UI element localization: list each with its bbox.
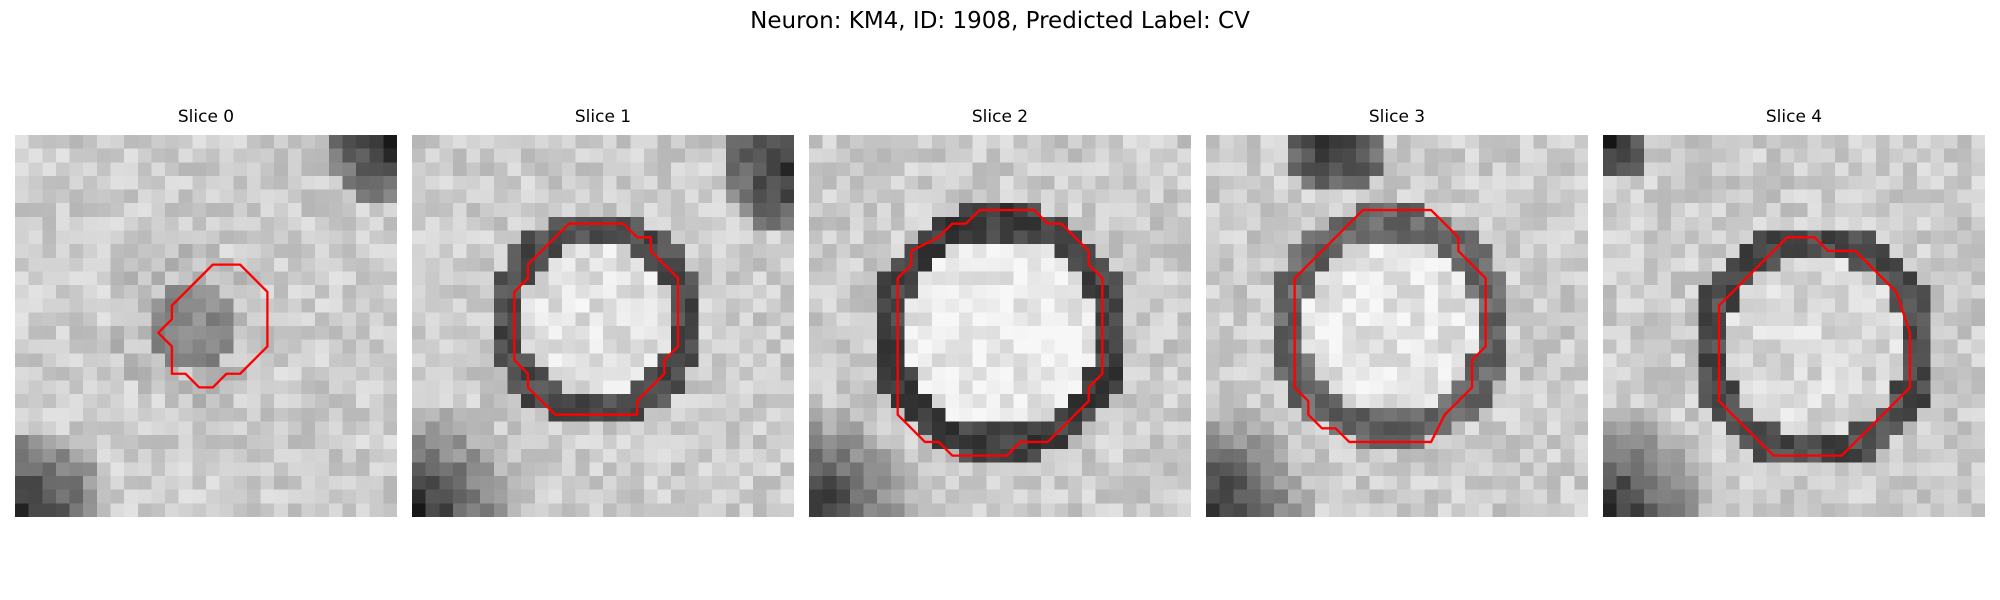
cell-outline	[513, 222, 680, 416]
cell-outline	[157, 263, 269, 389]
cell-outline	[896, 208, 1104, 457]
slice-pixels	[1206, 135, 1588, 517]
slice-title: Slice 0	[177, 107, 235, 127]
slice-pixels	[412, 135, 794, 517]
slice-pixels	[809, 135, 1191, 517]
slice-image	[809, 135, 1191, 517]
slice-image	[1206, 135, 1588, 517]
figure-title: Neuron: KM4, ID: 1908, Predicted Label: …	[750, 8, 1250, 34]
slice-image	[412, 135, 794, 517]
slice-title: Slice 3	[1368, 107, 1426, 127]
slice-pixels	[1603, 135, 1985, 517]
cell-outline	[1293, 208, 1487, 444]
slice-title: Slice 4	[1765, 107, 1823, 127]
slice-title: Slice 1	[574, 107, 632, 127]
slice-pixels	[15, 135, 397, 517]
slice-image	[1603, 135, 1985, 517]
slice-title: Slice 2	[971, 107, 1029, 127]
cell-outline	[1717, 236, 1912, 457]
slice-image	[15, 135, 397, 517]
